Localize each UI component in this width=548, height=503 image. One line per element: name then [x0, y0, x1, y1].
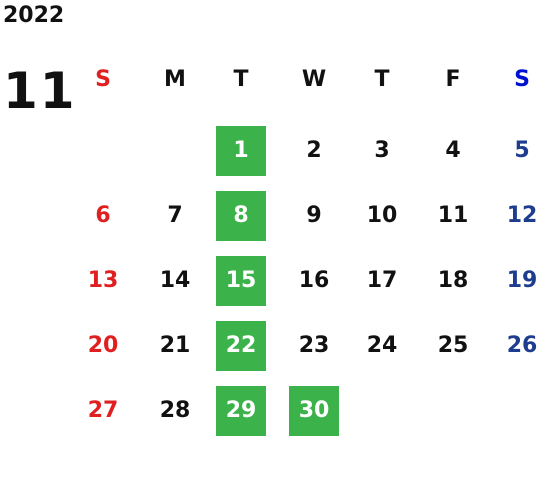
weekday: F — [445, 67, 461, 92]
day: 30 — [289, 386, 339, 436]
day: 9 — [306, 203, 322, 228]
day: 10 — [366, 203, 398, 228]
day: 15 — [216, 256, 266, 306]
weekday: S — [95, 67, 111, 92]
day: 22 — [216, 321, 266, 371]
day: 28 — [159, 398, 191, 423]
day: 1 — [216, 126, 266, 176]
day: 27 — [87, 398, 119, 423]
day: 7 — [167, 203, 183, 228]
weekday: T — [374, 67, 390, 92]
day: 14 — [159, 268, 191, 293]
day: 20 — [87, 333, 119, 358]
day: 3 — [374, 138, 390, 163]
day: 8 — [216, 191, 266, 241]
day: 11 — [437, 203, 469, 228]
month: 11 — [3, 62, 77, 120]
day: 19 — [506, 268, 538, 293]
day: 2 — [306, 138, 322, 163]
day: 17 — [366, 268, 398, 293]
day: 26 — [506, 333, 538, 358]
year: 2022 — [3, 3, 65, 28]
weekday: T — [233, 67, 249, 92]
day: 12 — [506, 203, 538, 228]
day: 16 — [298, 268, 330, 293]
day: 5 — [514, 138, 530, 163]
day: 24 — [366, 333, 398, 358]
day: 23 — [298, 333, 330, 358]
weekday: W — [301, 67, 327, 92]
day: 25 — [437, 333, 469, 358]
day: 13 — [87, 268, 119, 293]
weekday: M — [164, 67, 186, 92]
weekday: S — [514, 67, 530, 92]
day: 6 — [95, 203, 111, 228]
day: 4 — [445, 138, 461, 163]
day: 21 — [159, 333, 191, 358]
day: 18 — [437, 268, 469, 293]
day: 29 — [216, 386, 266, 436]
